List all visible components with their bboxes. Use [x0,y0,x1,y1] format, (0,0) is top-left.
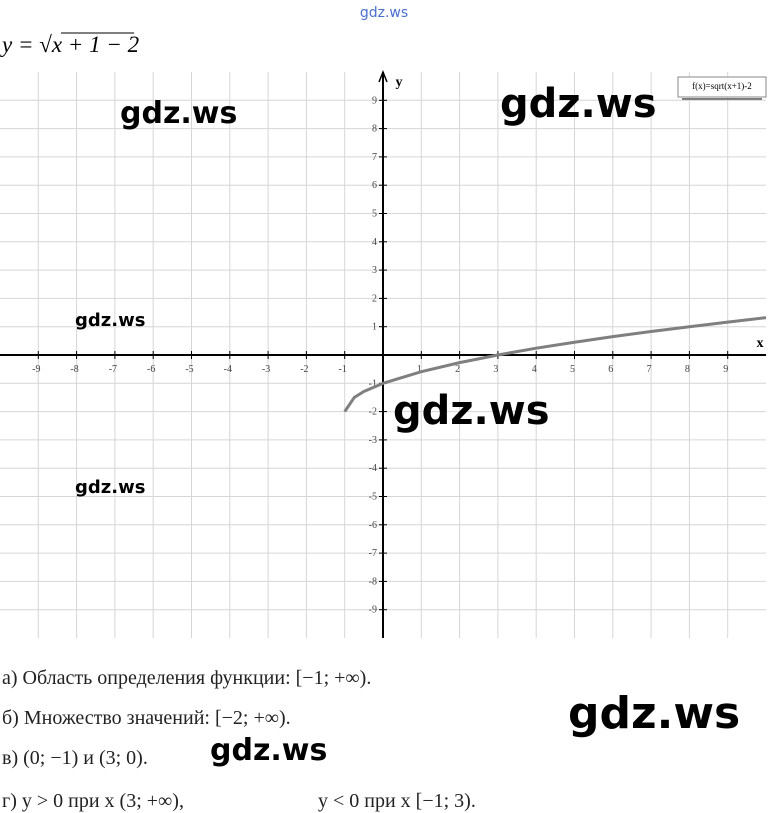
x-tick-label: 9 [723,364,728,375]
y-arrow [378,69,388,83]
watermark: gdz.ws [75,477,145,498]
watermark: gdz.ws [568,688,740,739]
answer-line: г) y > 0 при x (3; +∞), [2,790,184,812]
y-tick-label: -4 [369,463,377,474]
x-tick-label: -5 [185,364,193,375]
legend: f(x)=sqrt(x+1)-2 [677,76,767,100]
y-tick-label: 6 [372,180,377,191]
answer-line: y < 0 при x [−1; 3). [318,790,476,812]
legend-box [677,76,767,98]
answers: а) Область определения функции: [−1; +∞)… [2,667,476,812]
y-tick-label: -8 [369,576,377,587]
x-tick-label: 8 [685,364,690,375]
function-curve [343,316,767,413]
y-tick-label: 5 [372,209,377,220]
x-tick-label: -9 [32,364,40,375]
x-tick-label: 7 [647,364,652,375]
watermark: gdz.ws [120,96,237,131]
y-tick-label: -2 [369,407,377,418]
plot: x y -9 -8 -7 -6 -5 -4 -3 -2 -1 1 2 3 4 5 6 7 8 9 -9 -8 -7 -6 -5 -… [0,69,767,638]
watermarks: gdz.ws gdz.ws gdz.ws gdz.ws gdz.ws gdz.ws gdz.… [75,81,740,768]
y-tick-label: 8 [372,124,377,135]
x-tick-label: 4 [532,364,537,375]
y-tick-label: -7 [369,548,377,559]
watermark: gdz.ws [393,388,550,434]
x-tick-label: -2 [300,364,308,375]
watermark: gdz.ws [75,310,145,331]
y-tick-label: -3 [369,435,377,446]
x-tick-label: -4 [224,364,232,375]
watermark: gdz.ws [210,733,327,768]
x-tick-label: 6 [608,364,613,375]
x-tick-label: 1 [417,364,422,375]
y-tick-label: 4 [372,237,377,248]
y-tick-label: -5 [369,492,377,503]
x-tick-label: -3 [262,364,270,375]
y-tick-label: -6 [369,520,377,531]
y-tick-label: 2 [372,293,377,304]
y-tick-label: 3 [372,265,377,276]
y-tick-label: 9 [372,95,377,106]
x-tick-label: 5 [570,364,575,375]
y-tick-label: 1 [372,322,377,333]
site-header: gdz.ws [360,5,408,21]
y-axis-label: y [396,75,403,90]
x-tick-label: 3 [493,364,498,375]
answer-line: а) Область определения функции: [−1; +∞)… [2,667,371,689]
y-tick-label: 7 [372,152,377,163]
legend-entry: f(x)=sqrt(x+1)-2 [692,81,752,91]
watermark: gdz.ws [500,81,657,127]
answer-line: в) (0; −1) и (3; 0). [2,747,148,769]
x-tick-label: -6 [147,364,155,375]
y-tick-label: -1 [369,378,377,389]
x-tick-label: -8 [70,364,78,375]
formula: y = √x + 1 − 2 [0,32,139,57]
y-tick-label: -9 [369,605,377,616]
x-axis-label: x [757,336,764,351]
x-tick-label: -1 [339,364,347,375]
answer-line: б) Множество значений: [−2; +∞). [2,707,291,729]
x-tick-label: 2 [455,364,460,375]
x-tick-label: -7 [109,364,117,375]
